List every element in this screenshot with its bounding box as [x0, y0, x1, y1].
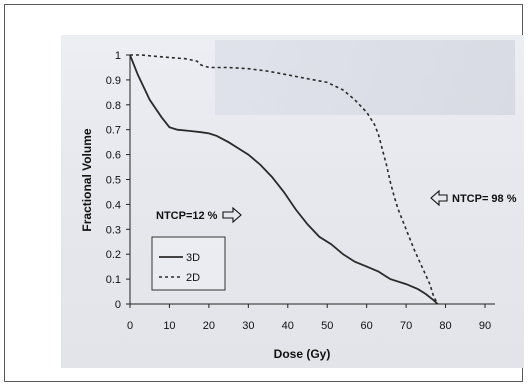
x-tick-label: 0 — [127, 320, 133, 332]
x-axis-title: Dose (Gy) — [274, 347, 331, 361]
x-tick-label: 80 — [439, 320, 451, 332]
x-tick-label: 30 — [242, 320, 254, 332]
y-tick-label: 0.7 — [106, 125, 121, 137]
arrow-right-icon — [222, 206, 242, 224]
y-tick-label: 1 — [115, 50, 121, 62]
annotation-ntcp-3d-text: NTCP=12 % — [156, 210, 218, 222]
y-tick-label: 0.2 — [106, 249, 121, 261]
legend: 3D 2D — [151, 236, 226, 291]
scan-shade — [215, 40, 515, 115]
y-tick-label: 0.9 — [106, 75, 121, 87]
legend-label-2d: 2D — [186, 272, 200, 284]
annotation-ntcp-3d: NTCP=12 % — [156, 206, 242, 224]
y-ticks: 0 0.1 0.2 0.3 0.4 0.5 0.6 0.7 0.8 0.9 1 — [106, 50, 130, 311]
series-layer — [129, 54, 439, 305]
x-tick-label: 40 — [282, 320, 294, 332]
y-tick-label: 0.1 — [106, 274, 121, 286]
series-line-2d — [130, 54, 439, 305]
y-tick-label: 0 — [115, 299, 121, 311]
legend-label-3d: 3D — [186, 252, 200, 264]
y-tick-label: 0.4 — [106, 199, 121, 211]
x-tick-label: 50 — [321, 320, 333, 332]
y-tick-label: 0.3 — [106, 224, 121, 236]
y-tick-label: 0.8 — [106, 100, 121, 112]
x-tick-label: 10 — [163, 320, 175, 332]
x-ticks: 0 10 20 30 40 50 60 70 80 90 — [127, 304, 491, 332]
y-tick-label: 0.6 — [106, 150, 121, 162]
legend-box — [151, 236, 226, 291]
arrow-left-icon — [430, 189, 448, 207]
x-tick-label: 20 — [203, 320, 215, 332]
series-line-3d — [129, 54, 439, 305]
x-tick-label: 60 — [361, 320, 373, 332]
y-axis-title: Fractional Volume — [80, 128, 94, 231]
x-tick-label: 90 — [479, 320, 491, 332]
x-tick-label: 70 — [400, 320, 412, 332]
annotation-ntcp-2d-text: NTCP= 98 % — [452, 193, 517, 205]
annotation-ntcp-2d: NTCP= 98 % — [430, 189, 517, 207]
y-tick-label: 0.5 — [106, 175, 121, 187]
